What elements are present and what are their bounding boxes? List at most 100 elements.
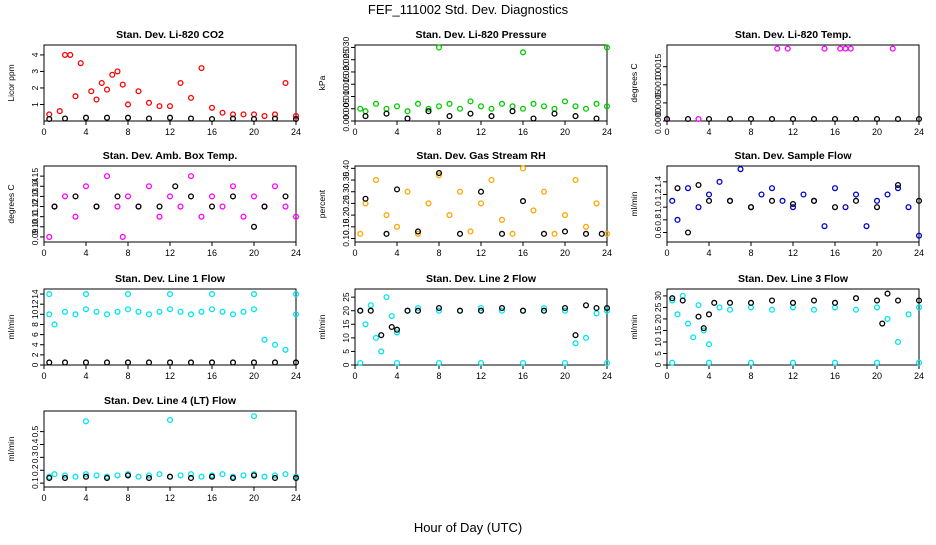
- data-point: [93, 96, 100, 103]
- y-tick-label: 0.6: [653, 226, 663, 238]
- data-point: [530, 115, 537, 122]
- data-point: [774, 45, 781, 52]
- chart-panel-5: Stan. Dev. Gas Stream RH0 4 8 12 16 20 240.100…: [317, 150, 612, 258]
- data-point: [789, 200, 797, 208]
- x-tick-label: 16: [207, 248, 217, 258]
- panel-title: Stan. Dev. Li-820 Temp.: [735, 29, 851, 41]
- data-point: [519, 165, 527, 172]
- data-point: [695, 204, 702, 211]
- chart-panel-2: Stan. Dev. Li-820 Pressure 0 4 8 12 16 20 24 0.0…: [317, 29, 612, 137]
- data-point: [72, 93, 79, 100]
- y-tick-label: 0.5: [30, 425, 40, 437]
- plot-frame: [354, 288, 608, 366]
- x-tick-label: 24: [291, 127, 301, 137]
- data-point: [894, 115, 902, 123]
- x-tick-label: 16: [207, 127, 217, 137]
- data-point: [46, 291, 53, 298]
- data-point: [593, 200, 600, 207]
- data-point: [768, 197, 776, 204]
- data-point: [250, 472, 258, 479]
- data-point: [166, 193, 174, 200]
- data-point: [669, 295, 676, 302]
- data-point: [852, 197, 860, 204]
- data-point: [46, 359, 53, 366]
- data-point: [551, 105, 558, 112]
- x-tick-label: 16: [830, 371, 840, 381]
- data-point: [915, 232, 923, 239]
- data-point: [705, 115, 713, 123]
- y-tick-label: 14: [30, 289, 40, 299]
- y-axis-label: ml/min: [6, 436, 16, 461]
- data-point: [261, 203, 268, 210]
- data-point: [166, 306, 174, 313]
- data-point: [915, 197, 923, 204]
- data-point: [82, 114, 90, 121]
- data-point: [156, 203, 163, 210]
- data-point: [598, 230, 605, 237]
- y-tick-label: 0.010: [341, 86, 351, 108]
- data-point: [103, 359, 111, 366]
- y-tick-label: 0.12: [30, 198, 40, 215]
- y-tick-label: 2: [30, 352, 40, 357]
- data-point: [873, 204, 881, 211]
- series-2: [362, 169, 605, 237]
- y-axis-label: degrees C: [629, 63, 639, 102]
- data-point: [362, 321, 369, 328]
- data-point: [695, 181, 702, 189]
- data-point: [831, 115, 839, 123]
- y-tick-label: 10: [653, 337, 663, 347]
- data-point: [82, 291, 90, 298]
- data-point: [477, 103, 485, 110]
- series-1: [46, 291, 300, 353]
- data-point: [414, 304, 422, 312]
- data-point: [540, 188, 548, 195]
- x-tick-label: 8: [125, 371, 130, 381]
- data-point: [669, 359, 676, 366]
- x-tick-label: 16: [207, 371, 217, 381]
- data-point: [261, 473, 268, 480]
- data-point: [208, 359, 216, 366]
- data-point: [905, 204, 912, 211]
- data-point: [695, 313, 702, 320]
- y-tick-label: 25: [653, 302, 663, 312]
- data-point: [572, 103, 579, 110]
- panel-title: Stan. Dev. Sample Flow: [734, 150, 852, 162]
- y-tick-label: 8: [30, 322, 40, 327]
- y-tick-label: 15: [341, 319, 351, 329]
- data-point: [229, 474, 237, 482]
- data-point: [282, 79, 289, 87]
- data-point: [124, 101, 132, 108]
- x-tick-label: 8: [436, 127, 441, 137]
- data-point: [124, 114, 132, 121]
- data-point: [198, 473, 205, 480]
- y-tick-label: 0.35: [341, 171, 351, 188]
- data-point: [187, 474, 195, 482]
- data-point: [435, 304, 443, 312]
- data-point: [747, 359, 755, 366]
- data-point: [393, 359, 401, 367]
- data-point: [292, 112, 300, 120]
- data-point: [240, 472, 247, 479]
- data-point: [46, 115, 53, 123]
- data-point: [726, 306, 734, 313]
- data-point: [82, 306, 90, 313]
- x-tick-label: 0: [664, 248, 669, 258]
- data-point: [842, 204, 849, 211]
- x-tick-label: 24: [602, 248, 612, 258]
- x-tick-label: 0: [352, 248, 357, 258]
- data-point: [915, 359, 923, 366]
- data-point: [250, 115, 258, 123]
- data-point: [404, 115, 411, 122]
- data-point: [582, 302, 590, 309]
- data-point: [695, 302, 702, 309]
- data-point: [561, 304, 569, 312]
- data-point: [198, 213, 205, 220]
- data-point: [292, 213, 300, 220]
- data-point: [271, 115, 279, 122]
- data-point: [509, 103, 516, 110]
- y-tick-label: 0: [341, 362, 351, 367]
- data-point: [488, 176, 495, 184]
